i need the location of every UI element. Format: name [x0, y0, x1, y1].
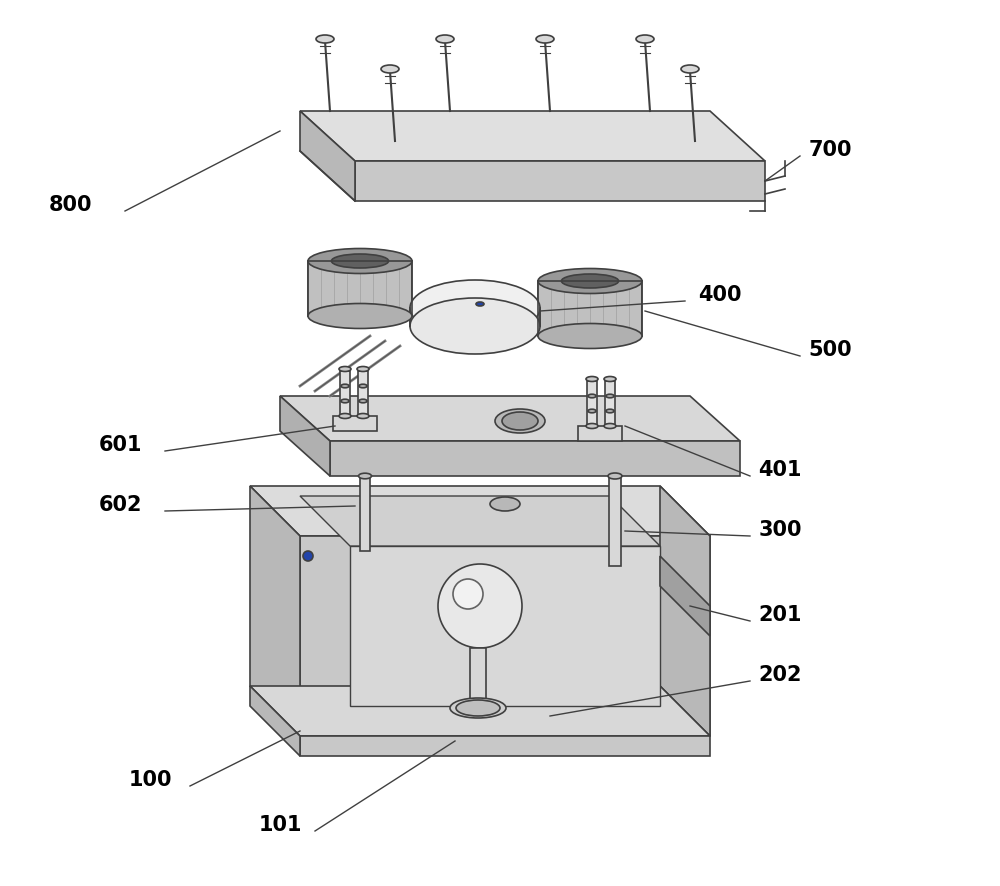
Ellipse shape: [341, 400, 349, 403]
Text: 202: 202: [758, 665, 802, 685]
Polygon shape: [330, 441, 740, 476]
Ellipse shape: [359, 400, 367, 403]
Polygon shape: [355, 161, 765, 201]
Polygon shape: [333, 416, 377, 431]
Ellipse shape: [588, 409, 596, 413]
Polygon shape: [250, 486, 300, 736]
Ellipse shape: [438, 564, 522, 648]
Ellipse shape: [490, 497, 520, 511]
Ellipse shape: [450, 698, 506, 718]
Polygon shape: [250, 686, 300, 756]
Polygon shape: [358, 371, 368, 416]
Polygon shape: [360, 476, 370, 551]
Ellipse shape: [308, 304, 412, 329]
Ellipse shape: [331, 254, 389, 268]
Ellipse shape: [538, 323, 642, 348]
Ellipse shape: [358, 473, 372, 478]
Polygon shape: [660, 556, 710, 636]
Ellipse shape: [381, 65, 399, 73]
Ellipse shape: [359, 385, 367, 388]
Polygon shape: [280, 396, 740, 441]
Polygon shape: [660, 486, 710, 736]
Text: 800: 800: [48, 195, 92, 215]
Polygon shape: [308, 261, 412, 316]
Polygon shape: [300, 111, 765, 161]
Text: 100: 100: [128, 770, 172, 790]
Ellipse shape: [586, 377, 598, 382]
Polygon shape: [578, 426, 622, 441]
Ellipse shape: [681, 65, 699, 73]
Ellipse shape: [536, 35, 554, 43]
Polygon shape: [250, 486, 710, 536]
Text: 401: 401: [758, 460, 802, 480]
Text: 700: 700: [808, 140, 852, 160]
Polygon shape: [350, 546, 660, 706]
Ellipse shape: [456, 700, 500, 716]
Polygon shape: [587, 381, 597, 426]
Ellipse shape: [339, 367, 351, 371]
Ellipse shape: [339, 414, 351, 418]
Ellipse shape: [561, 274, 619, 288]
Polygon shape: [300, 736, 710, 756]
Ellipse shape: [303, 551, 313, 561]
Ellipse shape: [604, 424, 616, 429]
Polygon shape: [280, 396, 330, 476]
Ellipse shape: [316, 35, 334, 43]
Polygon shape: [250, 686, 710, 736]
Ellipse shape: [502, 412, 538, 430]
Text: 300: 300: [758, 520, 802, 540]
Text: 101: 101: [258, 815, 302, 835]
Ellipse shape: [357, 367, 369, 371]
Ellipse shape: [341, 385, 349, 388]
Ellipse shape: [604, 377, 616, 382]
Text: 400: 400: [698, 285, 742, 305]
Ellipse shape: [636, 35, 654, 43]
Polygon shape: [609, 476, 621, 566]
Ellipse shape: [586, 424, 598, 429]
Ellipse shape: [453, 579, 483, 609]
Ellipse shape: [476, 302, 484, 306]
Text: 201: 201: [758, 605, 802, 625]
Ellipse shape: [495, 409, 545, 433]
Polygon shape: [470, 648, 486, 706]
Ellipse shape: [410, 298, 540, 354]
Polygon shape: [300, 111, 355, 201]
Ellipse shape: [588, 394, 596, 398]
Text: 602: 602: [98, 495, 142, 515]
Text: 500: 500: [808, 340, 852, 360]
Polygon shape: [538, 281, 642, 336]
Polygon shape: [605, 381, 615, 426]
Ellipse shape: [357, 414, 369, 418]
Polygon shape: [340, 371, 350, 416]
Ellipse shape: [608, 473, 622, 479]
Text: 601: 601: [98, 435, 142, 455]
Polygon shape: [300, 496, 660, 546]
Polygon shape: [410, 308, 540, 326]
Ellipse shape: [308, 248, 412, 274]
Ellipse shape: [410, 280, 540, 336]
Ellipse shape: [606, 409, 614, 413]
Ellipse shape: [538, 268, 642, 293]
Ellipse shape: [606, 394, 614, 398]
Polygon shape: [300, 536, 710, 736]
Ellipse shape: [436, 35, 454, 43]
